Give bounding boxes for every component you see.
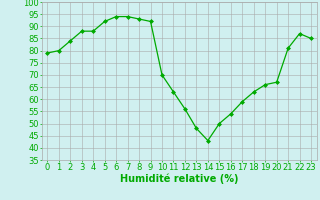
X-axis label: Humidité relative (%): Humidité relative (%) [120,173,238,184]
